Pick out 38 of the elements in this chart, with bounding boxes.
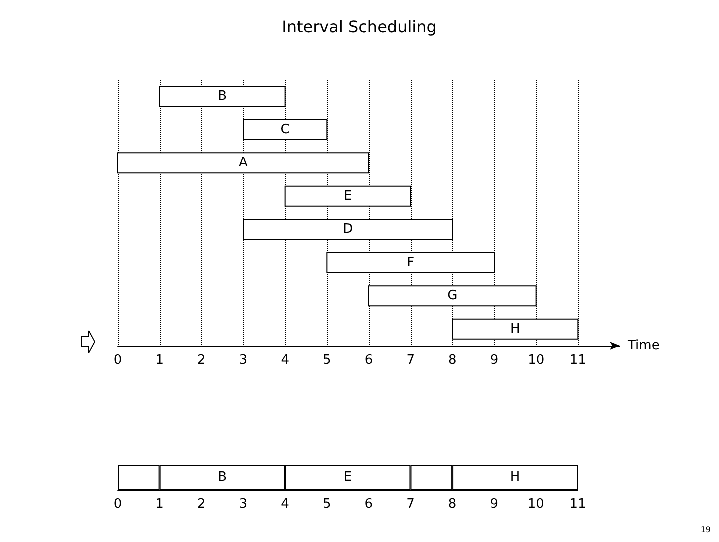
x-tick-label: 3 <box>239 497 248 512</box>
x-tick-label: 7 <box>406 497 415 512</box>
x-tick-label: 10 <box>528 497 544 512</box>
x-tick-label: 4 <box>281 497 290 512</box>
series-label: E <box>344 470 352 485</box>
text: 19 <box>700 526 712 534</box>
x-tick-label: 1 <box>156 497 164 512</box>
category-label: D <box>343 222 354 238</box>
category-label: E <box>344 188 352 204</box>
x-tick-label: 11 <box>570 497 586 512</box>
x-tick-label: 6 <box>364 497 374 512</box>
x-tick-label: 9 <box>490 497 499 512</box>
x-tick-label: 2 <box>197 497 206 512</box>
series-label: B <box>218 470 228 485</box>
x-tick-label: 11 <box>570 353 586 368</box>
category-label: C <box>280 122 290 138</box>
category-label: B <box>218 89 228 104</box>
x-tick-label: 0 <box>114 353 122 368</box>
series-label: H <box>510 470 520 485</box>
x-tick-label: 0 <box>114 497 122 512</box>
x-tick-label: 10 <box>528 353 545 368</box>
x-axis-title: Time <box>627 338 660 354</box>
category-label: H <box>510 322 520 337</box>
category-label: A <box>239 156 248 171</box>
category-label: F <box>407 255 415 270</box>
x-tick-label: 7 <box>406 353 415 368</box>
x-tick-label: 5 <box>323 353 332 368</box>
x-tick-label: 4 <box>281 353 290 368</box>
x-tick-label: 8 <box>448 353 457 368</box>
x-tick-label: 8 <box>448 497 457 512</box>
x-tick-label: 2 <box>198 353 206 368</box>
x-tick-label: 6 <box>364 353 374 368</box>
x-tick-label: 3 <box>239 353 248 368</box>
x-tick-label: 1 <box>156 353 164 368</box>
x-tick-label: 9 <box>490 353 499 368</box>
category-label: G <box>448 288 458 304</box>
chart-title: Interval Scheduling <box>282 18 437 36</box>
x-tick-label: 5 <box>322 497 332 512</box>
